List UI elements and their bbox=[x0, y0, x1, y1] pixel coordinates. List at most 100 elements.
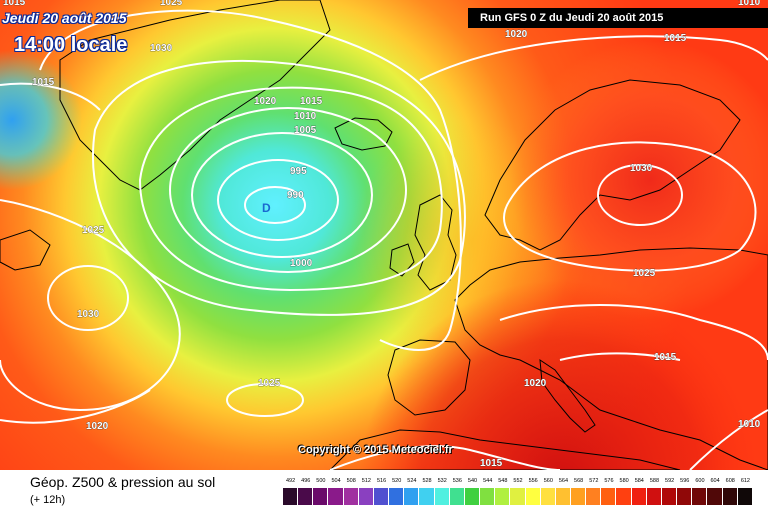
isobar-1025-west bbox=[0, 199, 181, 412]
color-scale-label: 496 bbox=[301, 478, 311, 484]
greenland-coast bbox=[59, 0, 331, 191]
isobar-label: 1010 bbox=[738, 419, 761, 430]
color-scale-swatch bbox=[480, 488, 496, 505]
isobar-995 bbox=[217, 159, 339, 241]
isobar-1025-east bbox=[503, 141, 757, 272]
isobar-label: 1020 bbox=[524, 378, 547, 389]
color-scale-swatch bbox=[570, 488, 587, 505]
italy-coast bbox=[539, 359, 596, 433]
ireland-coast bbox=[389, 243, 415, 277]
color-scale-label: 572 bbox=[589, 478, 599, 484]
color-scale-swatch bbox=[373, 488, 390, 505]
isobar-1000 bbox=[191, 132, 373, 258]
isobar-1020 bbox=[39, 9, 462, 351]
weather-map: D 1025 1030 1015 1020 1015 1020 1015 101… bbox=[0, 0, 768, 470]
isobar-1005 bbox=[169, 107, 407, 273]
color-scale-swatch bbox=[677, 488, 693, 505]
color-scale-swatch bbox=[540, 488, 556, 505]
color-scale-label: 532 bbox=[437, 478, 447, 484]
color-scale-swatch bbox=[722, 488, 738, 505]
lead-time: (+ 12h) bbox=[30, 494, 66, 506]
color-scale-label: 536 bbox=[452, 478, 462, 484]
isobar-1025-azores bbox=[226, 383, 304, 417]
low-center-marker: D bbox=[262, 201, 271, 215]
isobar-labels: 1025 1030 1015 1020 1015 1020 1015 1010 … bbox=[3, 0, 761, 469]
color-scale-swatch bbox=[601, 488, 617, 505]
isobar-1020-north bbox=[419, 35, 768, 81]
newfoundland-coast bbox=[0, 229, 51, 271]
isobar-1010 bbox=[138, 86, 443, 292]
color-scale-label: 564 bbox=[558, 478, 569, 484]
africa-coast bbox=[329, 429, 681, 470]
color-scale-label: 576 bbox=[604, 478, 614, 484]
isobar-1010-east bbox=[689, 409, 768, 470]
isobar-label: 990 bbox=[287, 190, 304, 201]
copyright-notice: Copyright © 2015 Meteociel.fr bbox=[298, 444, 453, 456]
color-scale-label: 560 bbox=[543, 478, 553, 484]
isobar-label: 1025 bbox=[160, 0, 183, 8]
color-scale-label: 604 bbox=[710, 478, 720, 484]
iceland-coast bbox=[334, 117, 393, 151]
isobar-1015-balkan bbox=[559, 352, 681, 361]
isobar-label: 1020 bbox=[254, 96, 277, 107]
color-scale bbox=[283, 488, 753, 505]
color-scale-label: 612 bbox=[740, 478, 750, 484]
isobar-1030-west bbox=[47, 265, 129, 331]
isobar-label: 1005 bbox=[294, 125, 317, 136]
color-scale-swatch bbox=[358, 488, 374, 505]
color-scale-label: 568 bbox=[574, 478, 584, 484]
isobar-label: 1015 bbox=[480, 458, 503, 469]
color-scale-swatch bbox=[464, 488, 481, 505]
isobar-label: 1010 bbox=[294, 111, 317, 122]
forecast-local-time: 14:00 locale bbox=[14, 34, 128, 56]
isobar-label: 995 bbox=[290, 166, 307, 177]
isobar-label: 1030 bbox=[630, 163, 653, 174]
color-scale-swatch bbox=[313, 488, 329, 505]
color-scale-swatch bbox=[434, 488, 450, 505]
isobar-label: 1000 bbox=[290, 258, 313, 269]
color-scale-labels: 492 496 500 504 508 512 516 520 524 528 532 536 540 5… bbox=[283, 478, 753, 488]
color-scale-swatch bbox=[631, 488, 647, 505]
isobar-1015-west bbox=[0, 82, 101, 111]
color-scale-label: 596 bbox=[680, 478, 690, 484]
color-scale-label: 508 bbox=[346, 478, 356, 484]
color-scale-swatch bbox=[646, 488, 662, 505]
geopotential-field: D 1025 1030 1015 1020 1015 1020 1015 101… bbox=[0, 0, 768, 470]
color-scale-swatch bbox=[525, 488, 541, 505]
color-scale-swatch bbox=[389, 488, 405, 505]
isobar-label: 1030 bbox=[150, 43, 173, 54]
isobar-label: 1015 bbox=[300, 96, 323, 107]
isobars bbox=[0, 9, 768, 470]
color-scale-label: 492 bbox=[285, 478, 296, 484]
isobar-1020-central bbox=[499, 304, 768, 361]
color-scale-swatch bbox=[495, 488, 511, 505]
isobar-label: 1015 bbox=[654, 352, 677, 363]
color-scale-swatch bbox=[555, 488, 571, 505]
color-scale-label: 540 bbox=[467, 478, 478, 484]
color-scale-label: 580 bbox=[619, 478, 629, 484]
color-scale-swatch bbox=[328, 488, 344, 505]
isobar-1020-south bbox=[0, 389, 151, 424]
isobar-label: 1015 bbox=[3, 0, 26, 8]
color-scale-label: 556 bbox=[528, 478, 538, 484]
color-scale-label: 524 bbox=[407, 478, 417, 484]
isobar-1015-south bbox=[329, 445, 561, 470]
forecast-date: Jeudi 20 août 2015 bbox=[2, 10, 127, 26]
color-scale-swatch bbox=[283, 488, 299, 505]
color-scale-label: 504 bbox=[331, 478, 341, 484]
color-scale-label: 528 bbox=[422, 478, 432, 484]
color-scale-label: 592 bbox=[665, 478, 675, 484]
iberia-coast bbox=[387, 339, 471, 416]
color-scale-label: 588 bbox=[649, 478, 660, 484]
isobar-label: 1015 bbox=[664, 33, 687, 44]
color-scale-label: 600 bbox=[695, 478, 705, 484]
color-scale-label: 544 bbox=[483, 478, 493, 484]
color-scale-label: 552 bbox=[513, 478, 523, 484]
color-scale-swatch bbox=[298, 488, 314, 505]
color-scale-label: 520 bbox=[392, 478, 402, 484]
isobar-label: 1020 bbox=[505, 29, 528, 40]
color-scale-swatch bbox=[419, 488, 435, 505]
color-scale-swatch bbox=[510, 488, 526, 505]
isobar-990 bbox=[244, 186, 306, 224]
legend-bar: Géop. Z500 & pression au sol (+ 12h) 492… bbox=[0, 470, 768, 512]
